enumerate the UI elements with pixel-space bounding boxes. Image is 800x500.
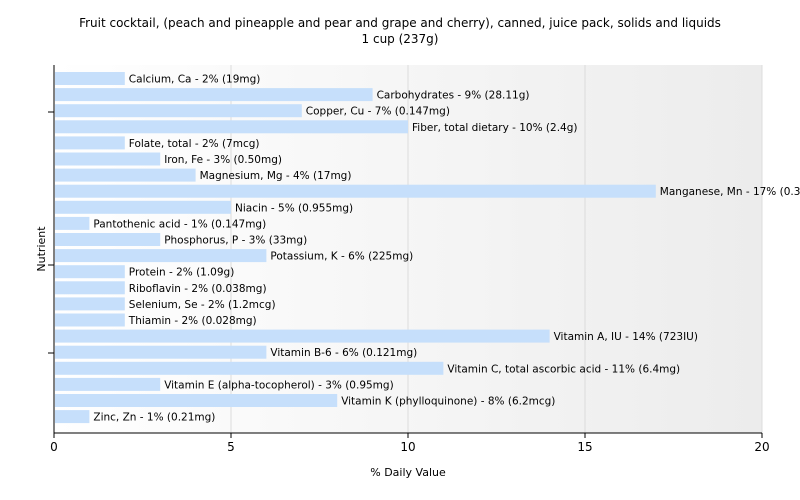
x-tick-label-4: 20 xyxy=(754,440,769,454)
bar-8 xyxy=(55,200,231,214)
bar-4 xyxy=(55,136,125,150)
bar-label-1: Carbohydrates - 9% (28.11g) xyxy=(377,90,530,102)
bar-6 xyxy=(55,168,196,182)
bar-label-18: Vitamin C, total ascorbic acid - 11% (6.… xyxy=(447,363,680,375)
x-tick-label-0: 0 xyxy=(50,440,58,454)
x-axis-title: % Daily Value xyxy=(370,466,446,479)
bar-7 xyxy=(55,184,656,198)
axes: 0 5 10 15 20 xyxy=(48,65,770,454)
bar-label-17: Vitamin B-6 - 6% (0.121mg) xyxy=(270,347,417,359)
bar-label-9: Pantothenic acid - 1% (0.147mg) xyxy=(93,218,266,230)
bar-label-6: Magnesium, Mg - 4% (17mg) xyxy=(200,170,352,182)
bar-11 xyxy=(55,249,267,263)
x-tick-label-2: 10 xyxy=(400,440,415,454)
bar-label-10: Phosphorus, P - 3% (33mg) xyxy=(164,235,307,247)
bar-14 xyxy=(55,297,125,311)
bar-label-16: Vitamin A, IU - 14% (723IU) xyxy=(554,331,698,343)
bar-label-3: Fiber, total dietary - 10% (2.4g) xyxy=(412,122,577,134)
bar-13 xyxy=(55,281,125,295)
bar-label-0: Calcium, Ca - 2% (19mg) xyxy=(129,74,261,86)
bar-label-4: Folate, total - 2% (7mcg) xyxy=(129,138,260,150)
bar-1 xyxy=(55,88,373,102)
bar-label-15: Thiamin - 2% (0.028mg) xyxy=(128,315,257,327)
bar-label-19: Vitamin E (alpha-tocopherol) - 3% (0.95m… xyxy=(164,379,394,391)
bar-10 xyxy=(55,233,161,246)
bar-label-5: Iron, Fe - 3% (0.50mg) xyxy=(164,154,282,166)
bar-17 xyxy=(55,345,267,359)
bar-label-20: Vitamin K (phylloquinone) - 8% (6.2mcg) xyxy=(341,396,555,408)
bar-9 xyxy=(55,216,90,230)
bar-0 xyxy=(55,72,125,85)
bar-18 xyxy=(55,361,444,375)
bar-label-7: Manganese, Mn - 17% (0.346mg) xyxy=(660,186,800,198)
bar-label-2: Copper, Cu - 7% (0.147mg) xyxy=(306,106,450,118)
bar-label-13: Riboflavin - 2% (0.038mg) xyxy=(129,283,267,295)
bar-3 xyxy=(55,120,408,134)
bar-group: Calcium, Ca - 2% (19mg) Carbohydrates - 9… xyxy=(55,72,800,424)
x-tick-label-3: 15 xyxy=(577,440,592,454)
bar-21 xyxy=(55,410,90,424)
x-tick-label-1: 5 xyxy=(227,440,235,454)
bar-label-12: Protein - 2% (1.09g) xyxy=(129,267,235,279)
bar-label-8: Niacin - 5% (0.955mg) xyxy=(235,202,353,214)
bar-label-21: Zinc, Zn - 1% (0.21mg) xyxy=(93,412,215,424)
chart-subtitle: 1 cup (237g) xyxy=(361,32,439,46)
bar-label-11: Potassium, K - 6% (225mg) xyxy=(270,251,413,263)
bar-19 xyxy=(55,377,161,391)
bar-15 xyxy=(55,313,125,327)
bar-16 xyxy=(55,329,550,343)
bar-20 xyxy=(55,394,338,407)
bar-label-14: Selenium, Se - 2% (1.2mcg) xyxy=(129,299,276,311)
y-axis-title: Nutrient xyxy=(35,226,48,272)
chart-title-block: Fruit cocktail, (peach and pineapple and… xyxy=(0,15,800,47)
bar-2 xyxy=(55,104,302,118)
chart-title: Fruit cocktail, (peach and pineapple and… xyxy=(79,16,721,30)
bar-5 xyxy=(55,152,161,166)
bar-12 xyxy=(55,265,125,279)
